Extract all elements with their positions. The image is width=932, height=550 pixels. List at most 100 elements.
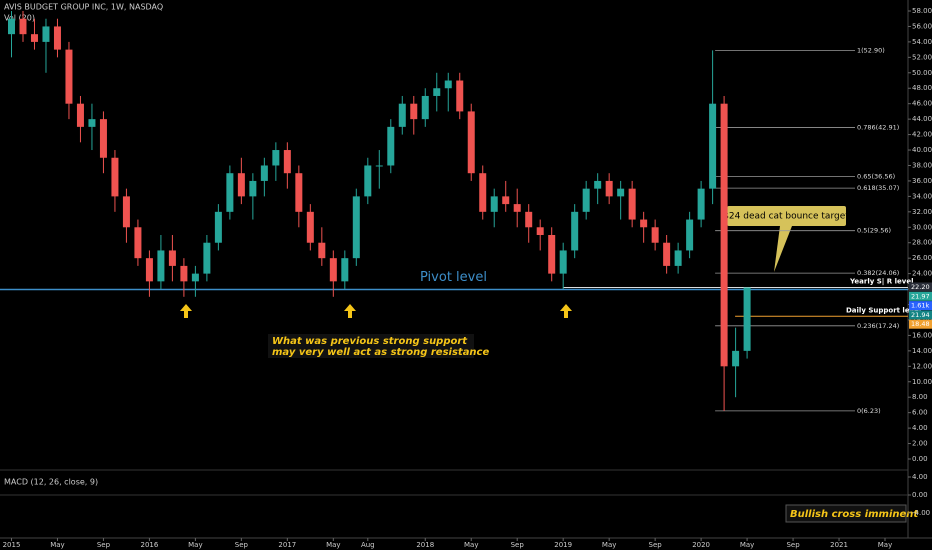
candle-body <box>709 103 717 189</box>
arrow <box>344 304 356 318</box>
x-tick-label: Sep <box>511 541 525 549</box>
candle-body <box>42 26 50 42</box>
x-tick-label: May <box>464 541 478 549</box>
x-tick-label: May <box>50 541 64 549</box>
y-tick-label: 56.00 <box>912 22 932 30</box>
x-tick-label: May <box>878 541 892 549</box>
candle-body <box>295 173 303 212</box>
candle-body <box>421 95 429 120</box>
candle-body <box>410 103 418 120</box>
candle-body <box>467 111 475 174</box>
candle-body <box>686 219 694 251</box>
macd-tick-label: 4.00 <box>912 473 928 481</box>
candle-body <box>536 227 544 235</box>
price-tag <box>909 319 932 329</box>
macd-tick-label: -4.00 <box>912 509 930 517</box>
candle-body <box>283 150 291 174</box>
candle-body <box>640 219 648 228</box>
candle-body <box>663 242 671 266</box>
candle-body <box>582 188 590 212</box>
x-tick-label: 2021 <box>830 541 848 549</box>
y-tick-label: 40.00 <box>912 146 932 154</box>
daily-label: Daily Support level <box>846 306 921 314</box>
candle-body <box>226 173 234 212</box>
candle-body <box>168 250 176 266</box>
fib-label: 0.618(35.07) <box>857 184 899 192</box>
candle-body <box>502 196 510 205</box>
callout-box <box>727 206 846 226</box>
y-tick-label: 52.00 <box>912 53 932 61</box>
x-tick-label: 2017 <box>278 541 296 549</box>
candle-body <box>122 196 130 228</box>
candle-body <box>387 126 395 166</box>
candle-body <box>134 227 142 259</box>
candle-body <box>352 196 360 259</box>
fib-label: 0(6.23) <box>857 407 881 415</box>
candle-body <box>306 211 314 243</box>
candle-body <box>53 26 61 50</box>
candle-body <box>364 165 372 197</box>
candle-body <box>341 258 349 282</box>
callout-text: $24 dead cat bounce target <box>723 212 849 222</box>
candle-body <box>617 188 625 197</box>
candle-body <box>398 103 406 127</box>
y-tick-label: 0.00 <box>912 455 928 463</box>
macd-label: MACD (12, 26, close, 9) <box>4 478 98 487</box>
fib-label: 0.65(36.56) <box>857 173 895 181</box>
price-tag <box>909 310 932 320</box>
candle-body <box>272 150 280 166</box>
y-tick-label: 24.00 <box>912 270 932 278</box>
candle-body <box>444 80 452 89</box>
y-tick-label: 38.00 <box>912 161 932 169</box>
y-tick-label: 28.00 <box>912 239 932 247</box>
fib-label: 0.236(17.24) <box>857 322 899 330</box>
price-tag-label: 18.48 <box>911 320 930 328</box>
candle-body <box>674 250 682 266</box>
x-tick-label: 2018 <box>416 541 434 549</box>
y-tick-label: 50.00 <box>912 69 932 77</box>
y-tick-label: 6.00 <box>912 409 928 417</box>
x-tick-label: Sep <box>649 541 663 549</box>
candle-body <box>513 204 521 212</box>
yearly-label: Yearly S| R level <box>849 278 913 287</box>
price-tag <box>909 282 932 292</box>
x-tick-label: Sep <box>235 541 249 549</box>
candle-body <box>157 250 165 282</box>
y-tick-label: 16.00 <box>912 331 932 339</box>
x-tick-label: May <box>740 541 754 549</box>
y-tick-label: 36.00 <box>912 177 932 185</box>
y-tick-label: 32.00 <box>912 208 932 216</box>
candle-body <box>99 119 107 158</box>
y-tick-label: 34.00 <box>912 192 932 200</box>
macd-note: Bullish cross imminent <box>790 509 919 520</box>
x-tick-label: May <box>602 541 616 549</box>
y-tick-label: 46.00 <box>912 100 932 108</box>
x-tick-label: May <box>326 541 340 549</box>
candle-body <box>594 180 602 189</box>
candle-body <box>375 165 383 167</box>
candle-body <box>605 180 613 197</box>
candle-body <box>260 165 268 181</box>
candle-body <box>743 287 751 351</box>
x-tick-label: 2015 <box>3 541 21 549</box>
x-tick-label: 2020 <box>692 541 710 549</box>
arrows <box>180 304 572 318</box>
candle-body <box>7 18 15 35</box>
candle-body <box>214 211 222 243</box>
candle-body <box>697 188 705 220</box>
x-tick-label: May <box>188 541 202 549</box>
arrow <box>180 304 192 318</box>
candle-body <box>456 80 464 112</box>
callout-pointer <box>774 226 792 272</box>
y-tick-label: 44.00 <box>912 115 932 123</box>
candle-body <box>732 350 740 367</box>
x-tick-label: Aug <box>361 541 375 549</box>
x-tick-label: Sep <box>786 541 800 549</box>
candle-body <box>329 258 337 282</box>
note-line: may very well act as strong resistance <box>272 347 489 358</box>
candle-body <box>88 119 96 127</box>
candle-body <box>651 227 659 243</box>
candle-body <box>145 258 153 282</box>
